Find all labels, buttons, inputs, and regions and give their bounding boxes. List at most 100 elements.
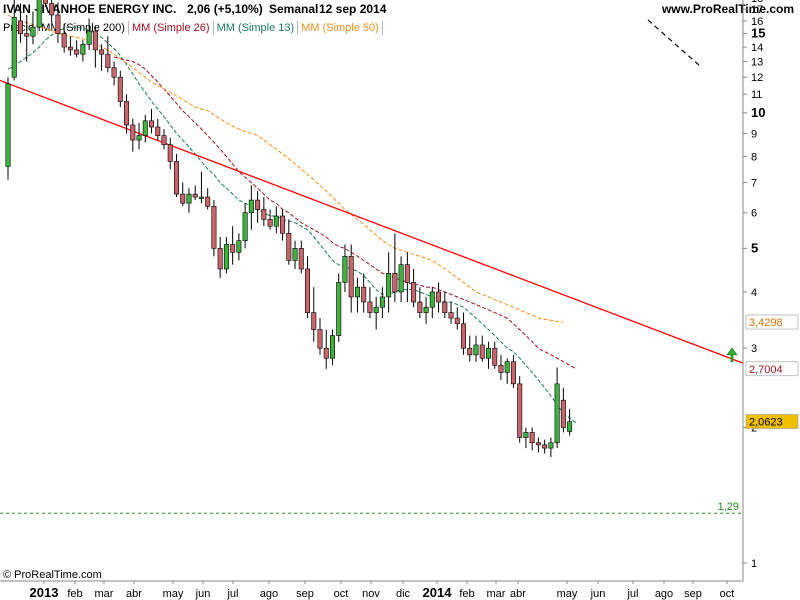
candle-down [448,312,454,319]
candle-down [99,49,105,55]
candle-up [86,30,92,45]
candle-down [155,126,161,136]
candle-up [11,17,17,78]
price-label-box [745,414,799,429]
candle-down [111,67,117,78]
candle-up [523,432,529,438]
candle-up [242,212,248,241]
y-tick-label: 11 [751,89,762,101]
y-tick-label: 4 [751,287,757,299]
y-tick-label: 1 [751,558,757,570]
candle-down [535,442,541,446]
candle-down [305,268,311,313]
support-layer: 1,29 [0,501,743,514]
x-tick-label: 2013 [30,585,59,600]
x-tick-label: abr [510,588,526,600]
candle-up [429,291,435,308]
x-tick-label: feb [67,588,82,600]
candle-up [336,282,342,336]
x-tick-label: sep [684,588,702,600]
y-tick-label: 12 [751,72,763,84]
x-tick-label: feb [459,588,474,600]
x-tick-label: jul [226,588,238,600]
legend-ma26[interactable]: MM (Simple 26) [129,21,214,35]
candle-down [479,344,485,359]
y-tick-label: 16 [751,16,763,28]
price-label: 2,0623 [749,416,783,428]
candle-down [192,193,198,198]
candle-down [411,282,417,303]
candle-down [417,301,423,313]
x-tick-label: sep [296,588,314,600]
candle-down [105,53,111,68]
candle-down [311,312,317,330]
candle-up [386,273,392,298]
candle-down [461,323,467,349]
legend-ma50[interactable]: MM (Simple 50) [298,21,383,35]
candle-up [485,347,491,359]
x-tick-label: ago [655,588,673,600]
price-label: 2,7004 [749,364,783,376]
candle-up [186,193,192,204]
candle-up [554,383,560,444]
candle-down [173,161,179,195]
candle-down [117,76,123,102]
candle-down [61,33,67,48]
candle-down [17,20,23,34]
candle-up [236,240,242,253]
x-tick-label: abr [126,588,142,600]
candle-down [454,317,460,325]
candle-down [492,347,498,366]
y-tick-label: 7 [751,178,757,190]
legend-ma13[interactable]: MM (Simple 13) [214,21,299,35]
trendline [0,79,744,364]
candle-down [67,46,73,51]
candle-up [80,43,86,55]
y-tick-label: 5 [751,240,758,255]
support-label: 1,29 [718,501,739,513]
candle-up [136,135,142,141]
candle-up [30,26,36,37]
candle-down [361,286,367,303]
candle-down [161,135,167,145]
candle-down [560,399,566,428]
x-axis-band [0,581,800,600]
candle-down [467,347,473,356]
ma13-line [7,26,577,424]
period-label: Semanal [269,2,319,16]
site-url[interactable]: www.ProRealTime.com [661,2,794,16]
candle-down [517,383,523,438]
candle-down [317,329,323,349]
candle-up [342,256,348,283]
candle-up [329,335,335,359]
candle-down [510,361,516,385]
candle-up [198,196,204,199]
y-tick-label: 3 [751,343,757,355]
legend-ma200[interactable]: MM (Simple 200) [38,21,129,35]
candle-down [298,248,304,270]
candle-down [392,273,398,293]
y-tick-label: 13 [751,57,763,69]
candle-up [273,215,279,227]
x-tick-label: dic [396,588,411,600]
candle-down [367,301,373,313]
y-tick-label: 18 [751,0,763,5]
y-tick-label: 6 [751,208,757,220]
x-tick-label: oct [334,588,349,600]
candle-down [230,244,236,253]
y-tick-label: 15 [751,26,765,41]
x-tick-label: jun [195,588,211,600]
candle-down [323,347,329,359]
candle-up [567,421,573,432]
candle-up [36,0,42,28]
candle-down [42,0,48,4]
candle-up [473,344,479,356]
candle-up [398,264,404,293]
x-tick-label: jun [590,588,606,600]
candle-up [504,361,510,373]
candle-down [442,301,448,313]
x-tick-label: mar [487,588,506,600]
copyright: © ProRealTime.com [3,569,102,581]
